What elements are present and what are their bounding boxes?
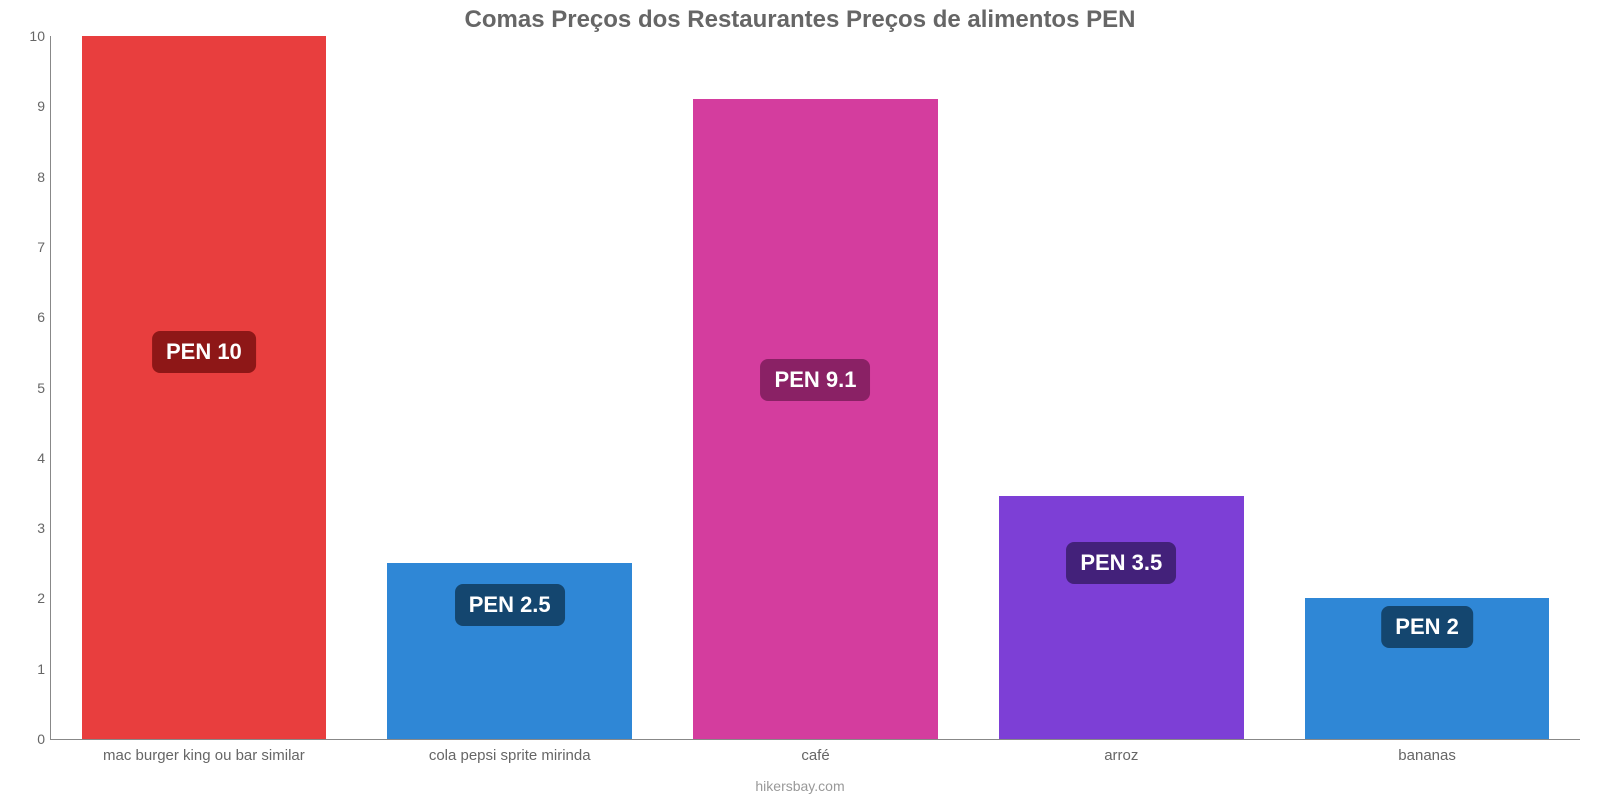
bar-value-label: PEN 3.5 [1066, 542, 1176, 584]
chart-credit: hikersbay.com [0, 778, 1600, 794]
x-category-label: cola pepsi sprite mirinda [357, 747, 663, 764]
y-tick: 1 [15, 661, 45, 677]
y-tick: 0 [15, 731, 45, 747]
price-chart: Comas Preços dos Restaurantes Preços de … [0, 0, 1600, 800]
plot-area: PEN 10mac burger king ou bar similarPEN … [50, 36, 1580, 740]
bar-value-label: PEN 10 [152, 331, 256, 373]
x-category-label: bananas [1274, 747, 1580, 764]
y-tick: 9 [15, 98, 45, 114]
y-tick: 10 [15, 28, 45, 44]
y-tick: 7 [15, 239, 45, 255]
bar-slot: PEN 2.5cola pepsi sprite mirinda [357, 36, 663, 739]
x-category-label: mac burger king ou bar similar [51, 747, 357, 764]
bar-slot: PEN 2bananas [1274, 36, 1580, 739]
y-tick: 6 [15, 309, 45, 325]
y-tick: 3 [15, 520, 45, 536]
bar [693, 99, 938, 739]
y-tick: 5 [15, 380, 45, 396]
bar-value-label: PEN 2.5 [455, 584, 565, 626]
x-category-label: café [663, 747, 969, 764]
bar-value-label: PEN 2 [1381, 606, 1473, 648]
bar [82, 36, 327, 739]
y-tick: 8 [15, 169, 45, 185]
chart-title: Comas Preços dos Restaurantes Preços de … [0, 6, 1600, 34]
y-tick: 2 [15, 590, 45, 606]
bar-slot: PEN 9.1café [663, 36, 969, 739]
x-category-label: arroz [968, 747, 1274, 764]
y-tick: 4 [15, 450, 45, 466]
bars-container: PEN 10mac burger king ou bar similarPEN … [51, 36, 1580, 739]
bar-slot: PEN 10mac burger king ou bar similar [51, 36, 357, 739]
bar-slot: PEN 3.5arroz [968, 36, 1274, 739]
bar-value-label: PEN 9.1 [761, 359, 871, 401]
bar [999, 496, 1244, 739]
